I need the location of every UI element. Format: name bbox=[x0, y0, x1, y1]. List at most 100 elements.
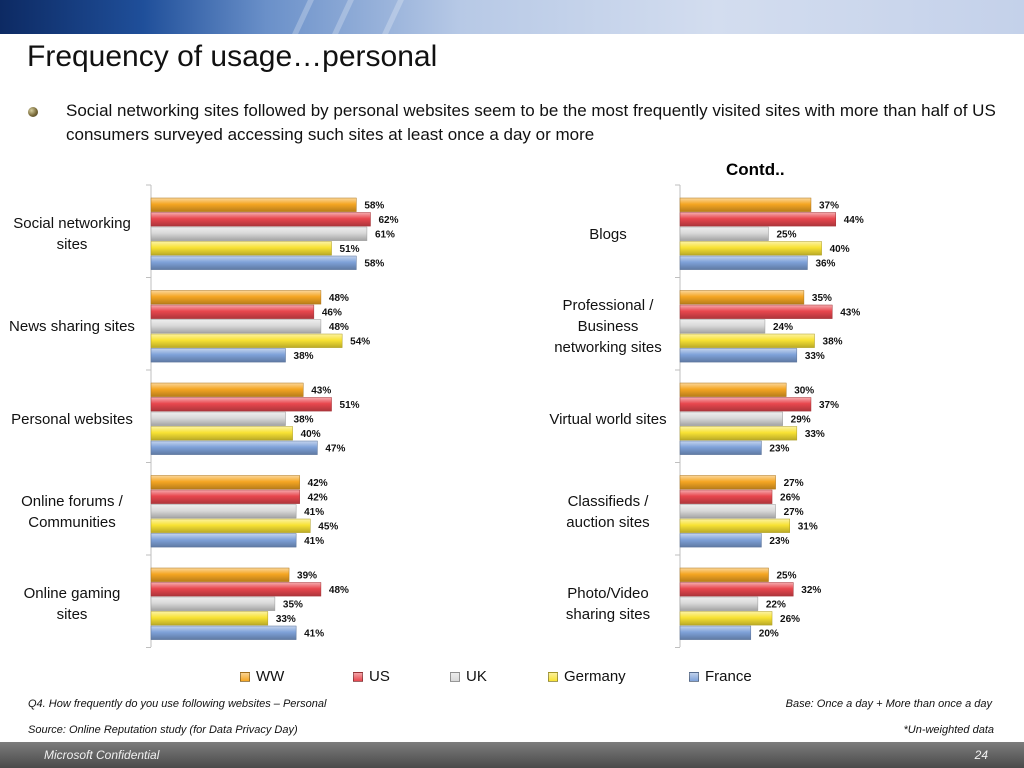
banner-streak bbox=[292, 0, 314, 34]
data-label: 48% bbox=[329, 585, 349, 596]
bar-us bbox=[679, 304, 833, 319]
bar-ww bbox=[679, 290, 805, 305]
category-label: Online forums / Communities bbox=[0, 491, 147, 533]
bar-ww bbox=[150, 382, 304, 397]
bar-germany bbox=[150, 611, 269, 626]
banner-streak bbox=[332, 0, 354, 34]
bar-uk bbox=[679, 319, 766, 334]
bar-uk bbox=[150, 226, 368, 241]
bar-germany bbox=[150, 333, 343, 348]
question-footnote: Q4. How frequently do you use following … bbox=[28, 698, 327, 710]
legend-label: US bbox=[369, 668, 390, 685]
data-label: 33% bbox=[805, 429, 825, 440]
category-label-line: sharing sites bbox=[565, 606, 651, 624]
bar-ww bbox=[150, 567, 290, 582]
data-label: 48% bbox=[329, 293, 349, 304]
legend-swatch bbox=[353, 672, 363, 682]
bar-france bbox=[679, 348, 798, 363]
banner-streak bbox=[382, 0, 404, 34]
data-label: 58% bbox=[364, 259, 384, 270]
category-label: Blogs bbox=[523, 224, 693, 245]
legend-label: UK bbox=[466, 668, 487, 685]
bar-germany bbox=[679, 333, 815, 348]
bar-us bbox=[150, 304, 315, 319]
bullet-text: Social networking sites followed by pers… bbox=[66, 101, 996, 144]
contd-label: Contd.. bbox=[726, 160, 785, 179]
bar-uk bbox=[679, 226, 769, 241]
data-label: 48% bbox=[329, 322, 349, 333]
bar-ww bbox=[679, 382, 787, 397]
bar-france bbox=[150, 533, 297, 548]
bar-us bbox=[150, 212, 371, 227]
data-label: 38% bbox=[294, 351, 314, 362]
bullet-icon bbox=[28, 107, 38, 117]
bar-france bbox=[150, 625, 297, 640]
legend-swatch bbox=[450, 672, 460, 682]
category-label-line: Online gaming bbox=[23, 585, 121, 603]
data-label: 43% bbox=[311, 386, 331, 397]
page-title: Frequency of usage…personal bbox=[27, 40, 438, 73]
data-label: 26% bbox=[780, 493, 800, 504]
legend-item-france: France bbox=[689, 668, 752, 686]
category-label: Social networking sites bbox=[0, 213, 147, 255]
bar-us bbox=[679, 582, 794, 597]
data-label: 41% bbox=[304, 536, 324, 547]
bar-uk bbox=[150, 504, 297, 519]
category-label-line: Blogs bbox=[589, 225, 627, 243]
category-label: Photo/Video sharing sites bbox=[523, 583, 693, 625]
data-label: 26% bbox=[780, 614, 800, 625]
bar-ww bbox=[679, 475, 776, 490]
bar-chart-area: 58% 62% 61% 51% 58% 48% 46% 48% 54% 38% 43% 51% 38% 4… bbox=[0, 180, 1024, 660]
bar-germany bbox=[150, 426, 293, 441]
category-label-line: Virtual world sites bbox=[549, 410, 667, 428]
category-label: Personal websites bbox=[0, 409, 147, 430]
legend-item-us: US bbox=[353, 668, 390, 686]
bar-france bbox=[679, 440, 762, 455]
source-footnote: Source: Online Reputation study (for Dat… bbox=[28, 724, 298, 736]
legend-swatch bbox=[548, 672, 558, 682]
data-label: 24% bbox=[773, 322, 793, 333]
bar-uk bbox=[150, 411, 286, 426]
bar-uk bbox=[679, 504, 776, 519]
bar-uk bbox=[679, 411, 783, 426]
bar-germany bbox=[150, 518, 311, 533]
category-label: Virtual world sites bbox=[523, 409, 693, 430]
data-label: 47% bbox=[325, 444, 345, 455]
data-label: 42% bbox=[308, 493, 328, 504]
footer-bar: Microsoft Confidential 24 bbox=[0, 742, 1024, 768]
bar-ww bbox=[679, 567, 769, 582]
data-label: 45% bbox=[318, 522, 338, 533]
bar-uk bbox=[150, 596, 276, 611]
category-label-line: auction sites bbox=[566, 513, 650, 531]
data-label: 25% bbox=[777, 571, 797, 582]
data-label: 22% bbox=[766, 600, 786, 611]
bar-us bbox=[679, 212, 837, 227]
legend-item-ww: WW bbox=[240, 668, 284, 686]
legend-swatch bbox=[240, 672, 250, 682]
category-label-line: Online forums / bbox=[21, 492, 123, 510]
bar-ww bbox=[679, 197, 812, 212]
bar-chart-svg: 58%62%61%51%58%48%46%48%54%38%43%51%38%4… bbox=[146, 184, 864, 648]
bar-us bbox=[679, 397, 812, 412]
data-label: 51% bbox=[340, 244, 360, 255]
category-label: Online gaming sites bbox=[0, 583, 147, 625]
data-label: 58% bbox=[364, 201, 384, 212]
data-label: 35% bbox=[812, 293, 832, 304]
data-label: 30% bbox=[794, 386, 814, 397]
data-label: 35% bbox=[283, 600, 303, 611]
bar-germany bbox=[679, 426, 798, 441]
category-label-line: Professional / bbox=[562, 297, 654, 315]
category-label-line: Personal websites bbox=[11, 410, 133, 428]
bar-france bbox=[150, 440, 318, 455]
data-label: 23% bbox=[769, 444, 789, 455]
data-label: 40% bbox=[301, 429, 321, 440]
base-footnote: Base: Once a day + More than once a day bbox=[785, 698, 992, 710]
category-label-line: Business bbox=[577, 318, 639, 336]
category-label-line: Photo/Video bbox=[567, 585, 649, 603]
bar-france bbox=[679, 625, 752, 640]
top-banner bbox=[0, 0, 1024, 34]
page-number: 24 bbox=[974, 748, 988, 762]
data-label: 51% bbox=[340, 400, 360, 411]
bar-uk bbox=[150, 319, 322, 334]
data-label: 54% bbox=[350, 337, 370, 348]
